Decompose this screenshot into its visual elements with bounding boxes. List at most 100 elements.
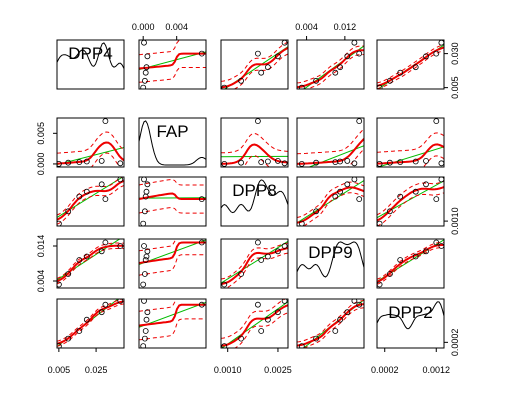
spread-lower-line xyxy=(302,192,364,226)
data-point xyxy=(397,193,404,200)
data-point xyxy=(412,158,419,165)
tick-label-dpp2: 0.0002 xyxy=(371,365,399,375)
data-point xyxy=(258,159,265,166)
data-point xyxy=(141,299,147,304)
spread-lower-line xyxy=(233,53,288,89)
panel-dpp2-vs-dpp2: DPP2 xyxy=(376,298,445,349)
panel-fap-vs-fap: FAP xyxy=(138,117,207,168)
data-point xyxy=(386,208,393,215)
density-curve-dpp9 xyxy=(297,241,364,278)
data-point xyxy=(117,243,124,249)
data-point xyxy=(144,53,151,60)
top-tick-label-dpp9: 0.012 xyxy=(334,22,357,32)
data-point xyxy=(423,248,429,255)
density-curve-fap xyxy=(139,120,206,166)
panel-dpp2-vs-dpp9 xyxy=(296,298,365,349)
linear-fit-line xyxy=(57,146,124,166)
panel-dpp9-vs-dpp9: DPP9 xyxy=(296,238,365,289)
spread-lower-line xyxy=(139,67,206,83)
data-point xyxy=(344,157,351,164)
data-point xyxy=(141,243,147,249)
variable-label-dpp2: DPP2 xyxy=(388,303,432,322)
linear-fit-line xyxy=(139,301,206,328)
linear-fit-line xyxy=(221,240,288,284)
data-point xyxy=(438,160,444,167)
smooth-line xyxy=(297,303,364,347)
variable-label-dpp8: DPP8 xyxy=(232,181,276,200)
smooth-line xyxy=(221,143,288,165)
data-point xyxy=(264,253,271,260)
data-point xyxy=(102,118,109,124)
panel-content xyxy=(57,177,124,226)
data-point xyxy=(412,64,419,71)
data-point xyxy=(221,160,228,167)
right-tick-label-dpp4: 0.030 xyxy=(450,42,460,65)
panel-content xyxy=(297,177,364,226)
smooth-line xyxy=(139,52,206,70)
right-tick-label-dpp2: 0.0002 xyxy=(450,329,460,357)
panel-frame xyxy=(296,39,365,90)
variable-label-dpp4: DPP4 xyxy=(68,44,112,63)
top-tick-label-dpp9: 0.004 xyxy=(295,22,318,32)
panel-frame xyxy=(296,176,365,227)
data-point xyxy=(397,257,404,263)
panel-content xyxy=(57,42,124,69)
data-point xyxy=(423,157,429,164)
panel-dpp9-vs-dpp2 xyxy=(376,238,445,289)
spread-lower-line xyxy=(90,152,121,167)
data-point xyxy=(144,248,151,255)
data-point xyxy=(274,53,281,60)
smooth-line xyxy=(377,143,444,165)
smooth-line xyxy=(57,300,124,345)
linear-fit-line xyxy=(308,145,364,167)
panel-frame xyxy=(376,238,445,289)
data-point xyxy=(76,193,83,200)
panel-dpp8-vs-dpp9 xyxy=(296,176,365,227)
panel-frame xyxy=(220,298,289,349)
panel-dpp2-vs-dpp8 xyxy=(220,298,289,349)
spread-upper-line xyxy=(139,299,177,312)
data-point xyxy=(433,239,440,246)
data-point xyxy=(313,335,320,342)
data-point xyxy=(313,77,320,84)
data-point xyxy=(57,220,62,226)
data-point xyxy=(344,53,351,60)
data-point xyxy=(356,50,363,57)
data-point xyxy=(356,301,363,308)
panel-dpp9-vs-fap xyxy=(138,238,207,289)
data-point xyxy=(83,188,90,195)
panel-frame xyxy=(376,298,445,349)
data-point xyxy=(98,181,105,188)
panel-content xyxy=(139,40,206,89)
panel-frame xyxy=(138,238,207,289)
panel-fap-vs-dpp8 xyxy=(220,117,289,168)
spread-lower-line xyxy=(377,49,444,89)
data-point xyxy=(143,188,150,195)
panel-content xyxy=(139,120,206,166)
data-point xyxy=(117,177,124,183)
data-point xyxy=(337,64,344,71)
data-point xyxy=(221,84,228,89)
spread-upper-line xyxy=(221,299,287,339)
spread-upper-line xyxy=(221,242,288,280)
data-point xyxy=(143,316,150,323)
spread-upper-line xyxy=(377,180,444,216)
spread-upper-line xyxy=(221,41,288,82)
panel-frame xyxy=(56,298,125,349)
data-point xyxy=(198,50,205,57)
data-point xyxy=(141,335,148,342)
smooth-line xyxy=(57,244,124,283)
data-point xyxy=(83,253,90,260)
panel-content xyxy=(221,40,288,89)
data-point xyxy=(423,53,429,60)
data-point xyxy=(386,271,393,277)
top-tick-label-fap: 0.004 xyxy=(165,22,188,32)
spread-lower-line xyxy=(57,185,124,225)
data-point xyxy=(264,316,271,323)
data-point xyxy=(141,271,148,277)
data-point xyxy=(344,309,351,316)
data-point xyxy=(332,328,339,334)
tick-label-dpp9: 0.004 xyxy=(36,270,46,293)
linear-fit-line xyxy=(377,146,444,167)
panel-dpp8-vs-dpp8: DPP8 xyxy=(220,176,289,227)
